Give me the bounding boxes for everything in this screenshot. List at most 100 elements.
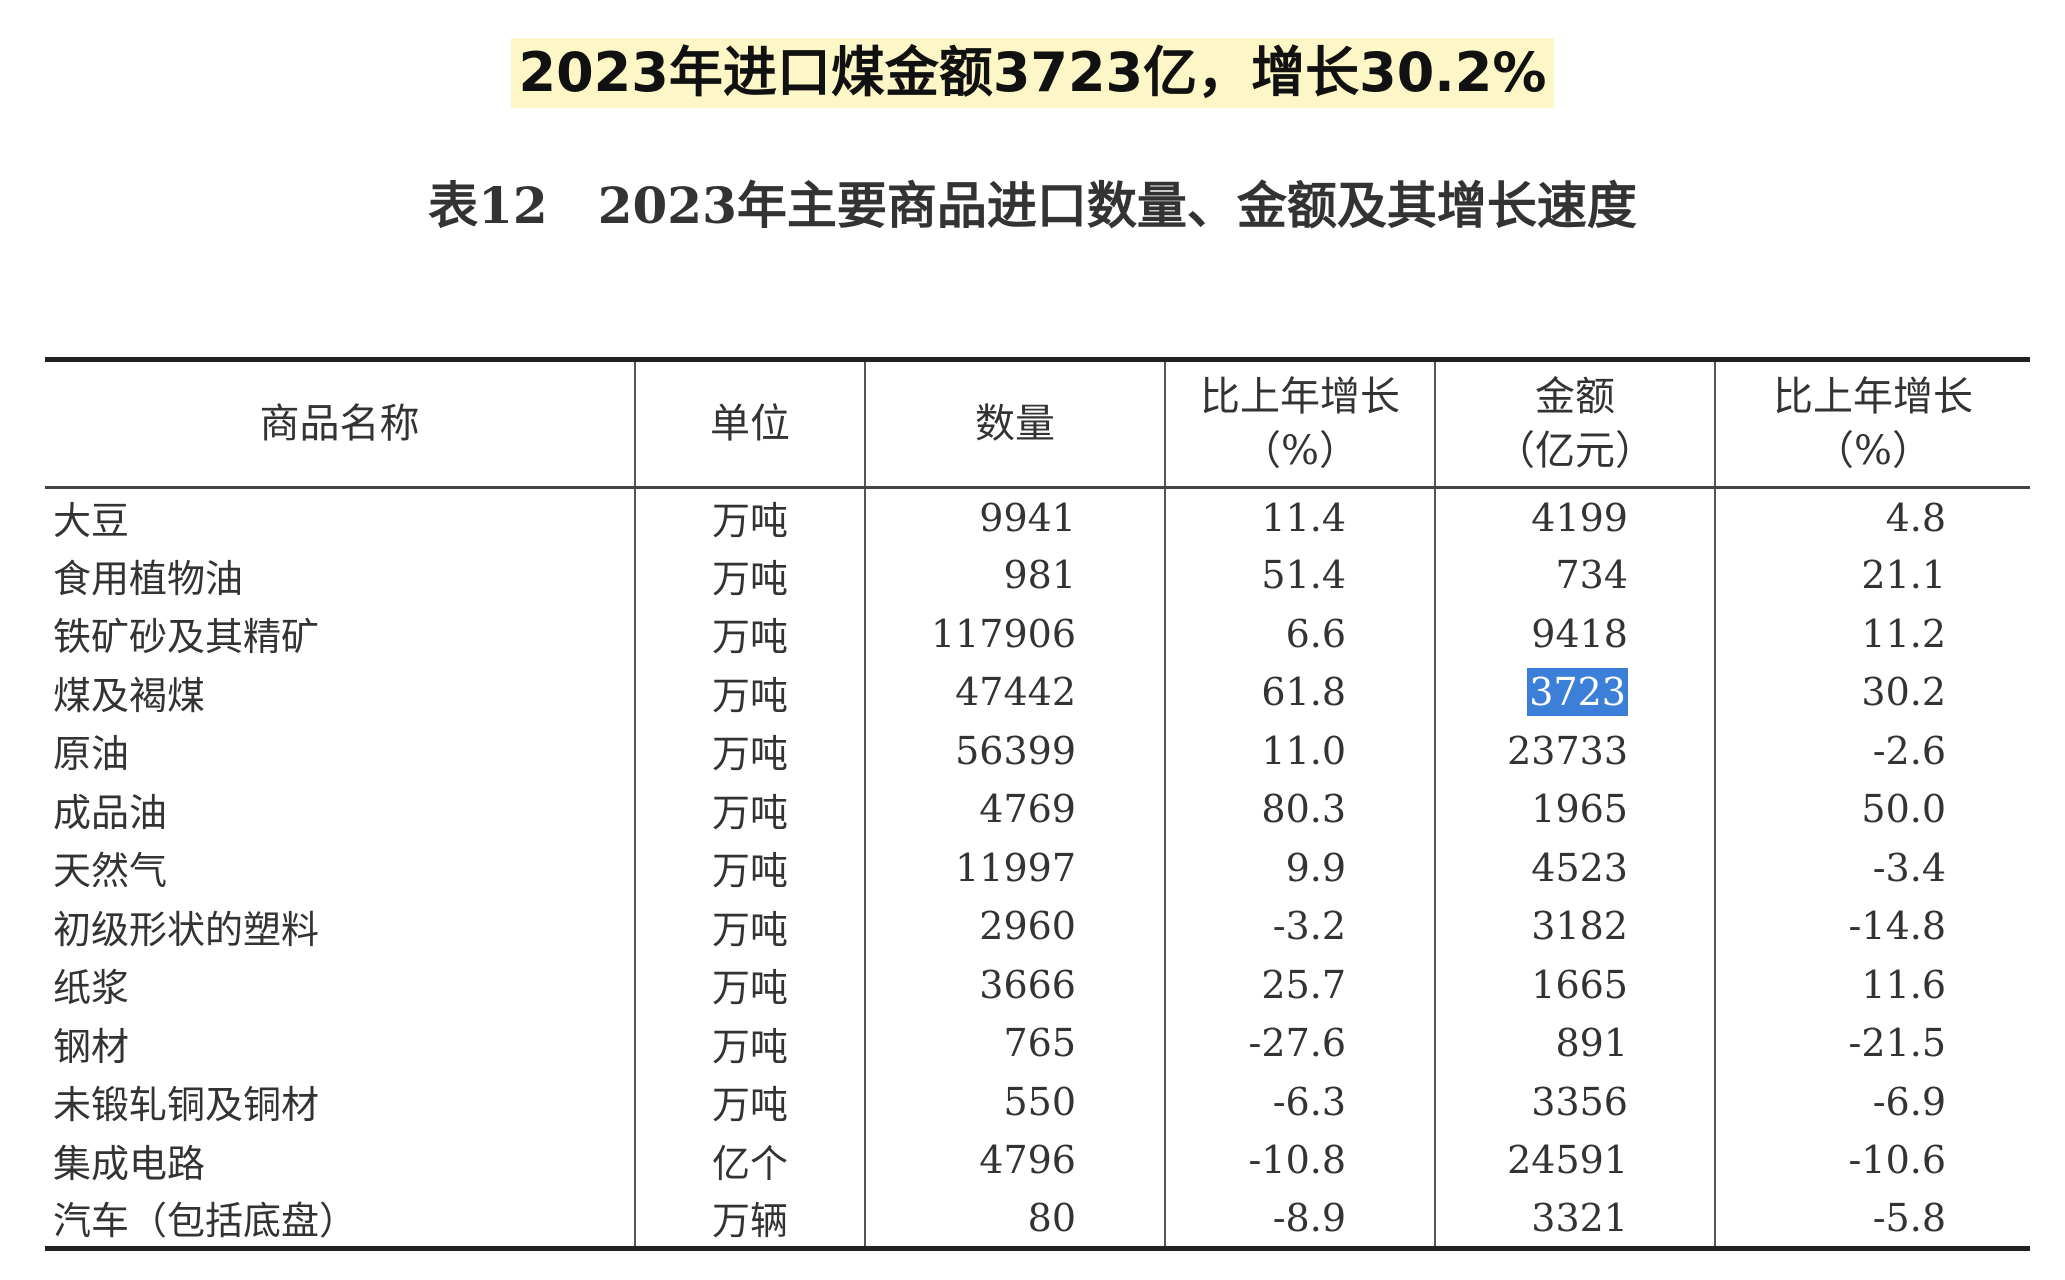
cell-amount: 9418 [1434, 604, 1715, 663]
header-qty: 数量 [864, 359, 1165, 488]
cell-amount-growth: 50.0 [1714, 780, 2030, 839]
cell-amount: 1965 [1434, 780, 1715, 839]
header-unit: 单位 [634, 359, 865, 488]
cell-amount-growth: 11.2 [1714, 604, 2030, 663]
cell-qty: 765 [864, 1014, 1165, 1073]
table-row: 铁矿砂及其精矿 万吨 117906 6.6 9418 11.2 [45, 604, 2030, 663]
headline-text: 2023年进口煤金额3723亿，增长30.2% [510, 38, 1555, 108]
cell-name: 未锻轧铜及铜材 [53, 1083, 320, 1128]
cell-amount-growth: -10.6 [1714, 1131, 2030, 1190]
cell-name: 食用植物油 [53, 556, 244, 601]
cell-amount-growth: -21.5 [1714, 1014, 2030, 1073]
table-row: 汽车（包括底盘） 万辆 80 -8.9 3321 -5.8 [45, 1189, 2030, 1248]
table-title: 表12 2023年主要商品进口数量、金额及其增长速度 [428, 176, 1637, 235]
cell-qty: 981 [864, 546, 1165, 605]
cell-unit: 万吨 [634, 604, 865, 663]
import-table: 商品名称 单位 数量 比上年增长 （%） 金额 （亿元） 比上年增长 （%） 大… [45, 357, 2030, 1251]
cell-unit: 万辆 [634, 1189, 865, 1248]
cell-qty: 117906 [864, 604, 1165, 663]
cell-amount: 3321 [1434, 1189, 1715, 1248]
table-body: 大豆 万吨 9941 11.4 4199 4.8 食用植物油 万吨 981 51.4 734 21.1… [45, 487, 2030, 1248]
table-row: 天然气 万吨 11997 9.9 4523 -3.4 [45, 838, 2030, 897]
cell-qty: 56399 [864, 721, 1165, 780]
cell-qty-growth: 11.0 [1164, 721, 1435, 780]
cell-name: 集成电路 [53, 1141, 206, 1186]
cell-name: 原油 [53, 732, 130, 777]
cell-qty: 11997 [864, 838, 1165, 897]
cell-qty-growth: 61.8 [1164, 663, 1435, 722]
cell-qty: 4769 [864, 780, 1165, 839]
header-qty-growth: 比上年增长 （%） [1164, 359, 1435, 488]
cell-qty-growth: 51.4 [1164, 546, 1435, 605]
table-row: 钢材 万吨 765 -27.6 891 -21.5 [45, 1014, 2030, 1073]
header-name: 商品名称 [259, 401, 420, 447]
table-row: 纸浆 万吨 3666 25.7 1665 11.6 [45, 955, 2030, 1014]
cell-qty: 550 [864, 1072, 1165, 1131]
cell-amount: 891 [1434, 1014, 1715, 1073]
cell-amount: 734 [1434, 546, 1715, 605]
cell-amount-growth: -14.8 [1714, 897, 2030, 956]
cell-unit: 万吨 [634, 838, 865, 897]
table-row: 成品油 万吨 4769 80.3 1965 50.0 [45, 780, 2030, 839]
cell-qty-growth: -8.9 [1164, 1189, 1435, 1248]
cell-qty: 47442 [864, 663, 1165, 722]
selected-cell-text: 3723 [1527, 668, 1628, 717]
cell-amount: 24591 [1434, 1131, 1715, 1190]
cell-amount: 3182 [1434, 897, 1715, 956]
cell-amount: 1665 [1434, 955, 1715, 1014]
cell-name: 汽车（包括底盘） [53, 1199, 358, 1243]
table-row: 食用植物油 万吨 981 51.4 734 21.1 [45, 546, 2030, 605]
cell-name: 成品油 [53, 790, 168, 835]
cell-amount-growth: -2.6 [1714, 721, 2030, 780]
import-table-container: 商品名称 单位 数量 比上年增长 （%） 金额 （亿元） 比上年增长 （%） 大… [45, 357, 2030, 1251]
table-header: 商品名称 单位 数量 比上年增长 （%） 金额 （亿元） 比上年增长 （%） [45, 359, 2030, 488]
cell-name: 铁矿砂及其精矿 [53, 615, 320, 660]
cell-unit: 万吨 [634, 1014, 865, 1073]
table-row: 大豆 万吨 9941 11.4 4199 4.8 [45, 487, 2030, 546]
cell-qty-growth: 11.4 [1164, 487, 1435, 546]
cell-name: 大豆 [53, 499, 130, 543]
cell-qty: 2960 [864, 897, 1165, 956]
cell-unit: 万吨 [634, 1072, 865, 1131]
cell-unit: 万吨 [634, 546, 865, 605]
cell-amount-growth: -3.4 [1714, 838, 2030, 897]
cell-amount: 4523 [1434, 838, 1715, 897]
table-row: 初级形状的塑料 万吨 2960 -3.2 3182 -14.8 [45, 897, 2030, 956]
cell-unit: 万吨 [634, 721, 865, 780]
cell-qty-growth: 25.7 [1164, 955, 1435, 1014]
cell-amount: 3356 [1434, 1072, 1715, 1131]
cell-amount: 3723 [1434, 663, 1715, 722]
headline: 2023年进口煤金额3723亿，增长30.2% [0, 38, 2065, 108]
cell-amount-growth: -5.8 [1714, 1189, 2030, 1248]
cell-name: 煤及褐煤 [53, 673, 206, 718]
cell-unit: 万吨 [634, 897, 865, 956]
cell-amount: 4199 [1434, 487, 1715, 546]
cell-name: 天然气 [53, 849, 168, 894]
cell-qty: 9941 [864, 487, 1165, 546]
cell-unit: 亿个 [634, 1131, 865, 1190]
cell-unit: 万吨 [634, 780, 865, 839]
cell-qty-growth: -6.3 [1164, 1072, 1435, 1131]
cell-qty-growth: -10.8 [1164, 1131, 1435, 1190]
header-amount-growth: 比上年增长 （%） [1714, 359, 2030, 488]
cell-amount-growth: 30.2 [1714, 663, 2030, 722]
cell-qty: 4796 [864, 1131, 1165, 1190]
table-row: 原油 万吨 56399 11.0 23733 -2.6 [45, 721, 2030, 780]
cell-amount-growth: 4.8 [1714, 487, 2030, 546]
cell-name: 纸浆 [53, 966, 130, 1011]
cell-qty: 80 [864, 1189, 1165, 1248]
cell-name: 钢材 [53, 1024, 130, 1069]
cell-unit: 万吨 [634, 487, 865, 546]
cell-amount: 23733 [1434, 721, 1715, 780]
cell-qty-growth: 80.3 [1164, 780, 1435, 839]
cell-unit: 万吨 [634, 955, 865, 1014]
cell-unit: 万吨 [634, 663, 865, 722]
table-row: 煤及褐煤 万吨 47442 61.8 3723 30.2 [45, 663, 2030, 722]
cell-qty-growth: 9.9 [1164, 838, 1435, 897]
table-row: 集成电路 亿个 4796 -10.8 24591 -10.6 [45, 1131, 2030, 1190]
cell-amount-growth: -6.9 [1714, 1072, 2030, 1131]
cell-name: 初级形状的塑料 [53, 907, 320, 952]
cell-amount-growth: 21.1 [1714, 546, 2030, 605]
cell-qty-growth: -27.6 [1164, 1014, 1435, 1073]
cell-qty-growth: 6.6 [1164, 604, 1435, 663]
